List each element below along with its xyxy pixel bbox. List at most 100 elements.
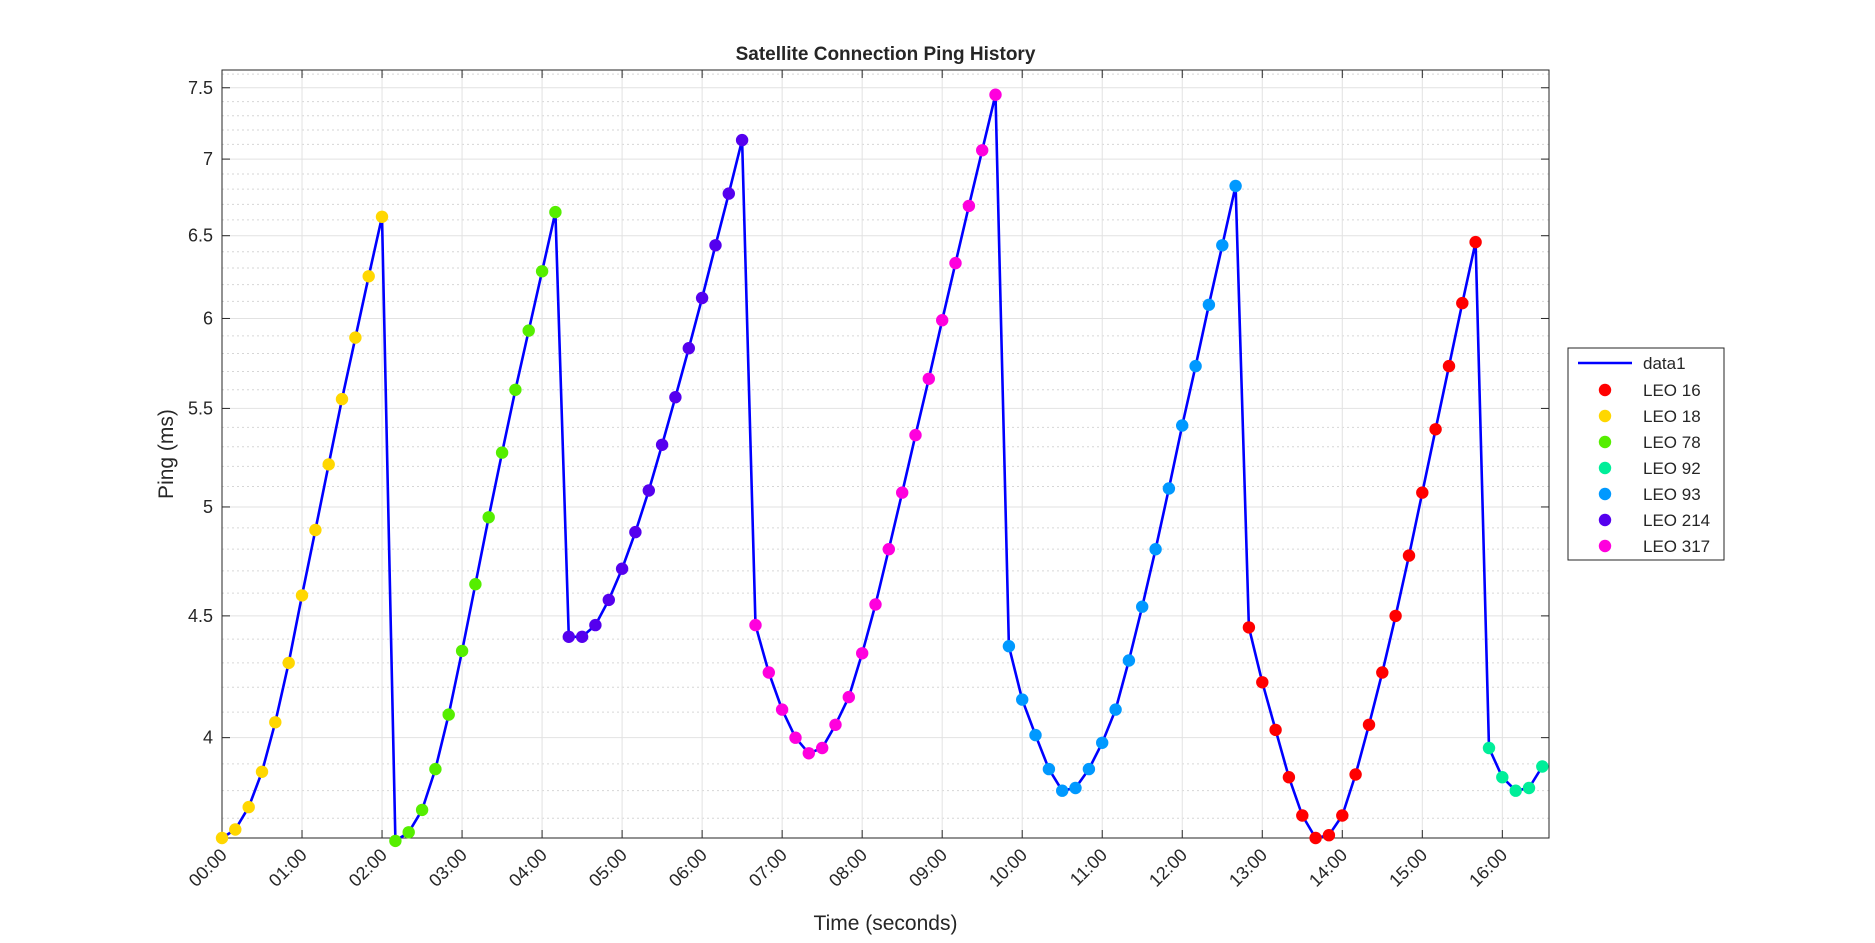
data-point-leo-78: [402, 826, 415, 839]
y-axis-label: Ping (ms): [155, 409, 178, 499]
data-point-leo-16: [1389, 609, 1402, 623]
legend-label-leo-317: LEO 317: [1643, 537, 1710, 556]
data-point-leo-16: [1336, 809, 1349, 822]
data-point-leo-317: [909, 428, 922, 442]
legend-swatch-leo-92: [1598, 461, 1612, 475]
data-point-leo-16: [1456, 296, 1469, 310]
data-point-leo-317: [749, 618, 762, 632]
plot-background: [222, 70, 1549, 838]
y-tick-label: 5.5: [188, 398, 213, 418]
x-tick-label: 00:00: [185, 845, 231, 891]
data-point-leo-317: [882, 543, 895, 556]
data-point-leo-78: [522, 324, 535, 337]
x-tick-label: 11:00: [1066, 845, 1111, 890]
data-point-leo-93: [1202, 298, 1216, 311]
legend-label-leo-92: LEO 92: [1643, 459, 1701, 478]
data-point-leo-18: [349, 331, 362, 344]
data-point-leo-317: [829, 718, 842, 731]
data-point-leo-317: [869, 598, 882, 611]
x-tick-label: 16:00: [1465, 845, 1511, 891]
x-tick-label: 04:00: [505, 845, 551, 891]
data-point-leo-214: [722, 187, 735, 200]
x-tick-label: 09:00: [905, 845, 951, 891]
data-point-leo-78: [469, 578, 482, 591]
data-point-leo-317: [842, 690, 855, 704]
data-point-leo-214: [695, 291, 709, 305]
data-point-leo-16: [1256, 676, 1269, 689]
data-point-leo-78: [429, 762, 442, 776]
x-axis-label: Time (seconds): [814, 912, 958, 935]
data-point-leo-93: [1016, 693, 1029, 706]
data-point-leo-93: [1229, 179, 1242, 193]
series-line-data1: [221, 93, 1544, 843]
data-point-leo-214: [575, 630, 589, 643]
data-point-leo-214: [709, 239, 722, 252]
data-point-leo-93: [1109, 703, 1122, 716]
legend-label-leo-16: LEO 16: [1643, 381, 1701, 400]
data-point-leo-78: [415, 803, 429, 817]
data-point-leo-18: [322, 458, 335, 471]
y-tick-label: 7: [203, 149, 213, 169]
data-point-leo-18: [282, 656, 295, 670]
data-point-leo-16: [1416, 486, 1429, 499]
data-point-leo-16: [1242, 621, 1256, 634]
x-tick-label: 01:00: [265, 845, 311, 891]
y-tick-label: 4: [203, 728, 213, 748]
legend-swatch-leo-16: [1598, 383, 1612, 397]
data-point-leo-78: [455, 644, 469, 658]
x-tick-label: 15:00: [1385, 845, 1431, 891]
data-point-leo-93: [1056, 784, 1069, 797]
data-point-leo-214: [562, 630, 575, 643]
data-point-leo-92: [1482, 741, 1496, 755]
data-point-leo-214: [682, 342, 695, 355]
data-point-leo-18: [215, 831, 229, 845]
y-tick-label: 5: [203, 497, 213, 517]
data-point-leo-78: [535, 265, 549, 278]
x-tick-label: 14:00: [1305, 845, 1351, 891]
data-point-leo-16: [1429, 423, 1442, 436]
data-point-leo-214: [642, 484, 655, 497]
y-tick-label: 4.5: [188, 606, 213, 626]
data-point-leo-78: [495, 446, 509, 459]
data-point-leo-214: [602, 593, 615, 607]
legend-swatch-leo-317: [1598, 539, 1612, 553]
x-tick-label: 03:00: [425, 845, 471, 891]
data-point-leo-93: [1136, 600, 1149, 613]
data-point-leo-93: [1189, 359, 1202, 373]
x-tick-label: 05:00: [585, 845, 631, 891]
data-point-leo-214: [735, 133, 749, 147]
legend-label-leo-214: LEO 214: [1643, 511, 1710, 530]
data-point-leo-18: [375, 210, 389, 223]
y-tick-label: 7.5: [188, 78, 213, 98]
legend-entries: LEO 16 LEO 18 LEO 78 LEO 92 LEO 93 LEO 214 LEO…: [1598, 381, 1710, 556]
legend-swatch-leo-93: [1598, 487, 1612, 501]
y-axis-ticks: 4 4.5 5 5.5 6 6.5 7 7.5: [188, 78, 1549, 748]
data-point-leo-16: [1469, 235, 1482, 249]
legend-swatch-leo-78: [1598, 435, 1612, 449]
data-point-leo-93: [1162, 482, 1176, 495]
data-point-leo-92: [1522, 781, 1536, 795]
data-point-leo-16: [1376, 666, 1389, 679]
data-point-leo-317: [936, 314, 949, 327]
data-point-leo-214: [629, 525, 642, 539]
data-point-leo-317: [962, 199, 976, 213]
legend-box: [1567, 347, 1725, 561]
data-point-leo-317: [816, 741, 829, 755]
x-tick-label: 08:00: [825, 845, 871, 891]
data-point-leo-16: [1269, 723, 1282, 737]
data-point-leo-92: [1509, 784, 1522, 797]
legend-label-leo-18: LEO 18: [1643, 407, 1701, 426]
data-point-leo-18: [362, 270, 375, 283]
data-point-leo-93: [1002, 640, 1016, 653]
data-point-leo-93: [1176, 419, 1189, 432]
data-point-leo-317: [775, 703, 789, 716]
data-point-leo-78: [549, 205, 562, 219]
x-tick-label: 12:00: [1145, 845, 1191, 891]
data-point-leo-16: [1362, 718, 1376, 731]
x-tick-label: 10:00: [985, 845, 1031, 891]
data-point-leo-92: [1536, 760, 1549, 773]
data-point-leo-214: [669, 391, 682, 404]
data-point-leo-93: [1122, 654, 1136, 667]
